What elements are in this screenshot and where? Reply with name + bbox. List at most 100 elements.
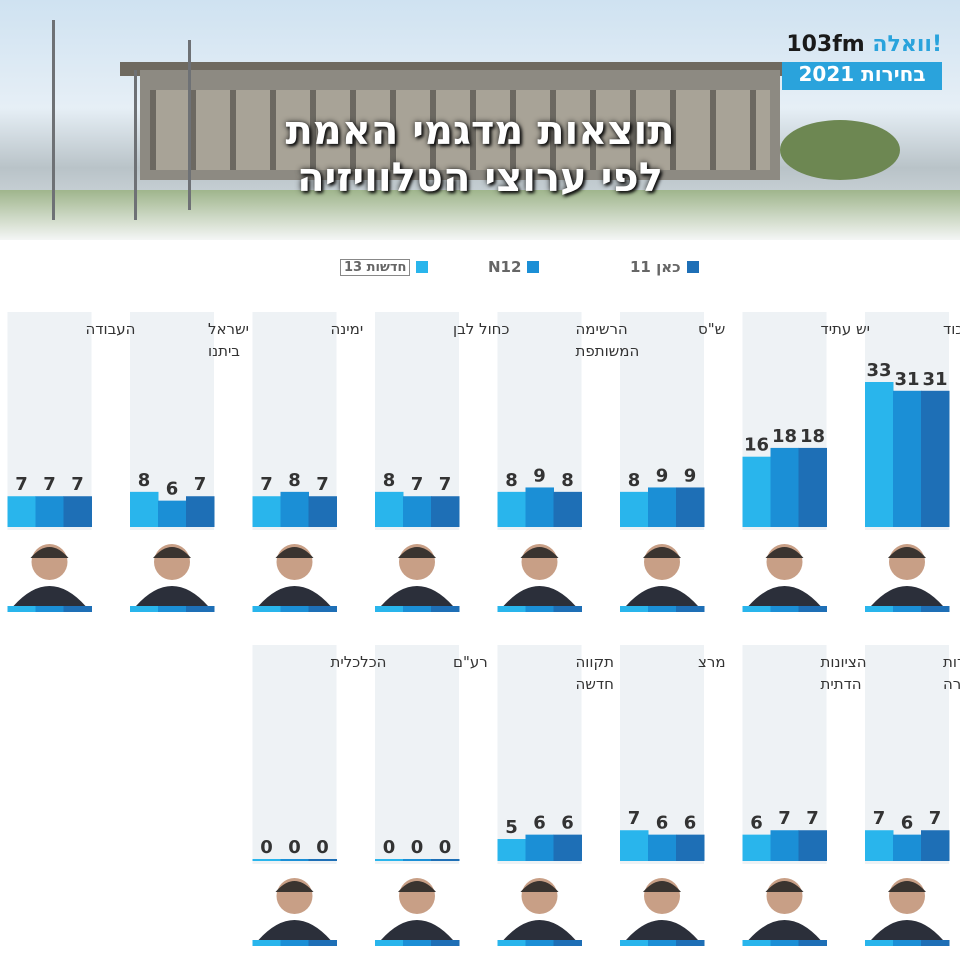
candidate-hair (643, 547, 681, 558)
candidate-body (381, 920, 453, 940)
strip-segment (676, 940, 705, 946)
data-label: 9 (656, 465, 669, 486)
party-name: הרשימה (576, 320, 628, 338)
legend-label: N12 (488, 258, 522, 276)
bar (252, 859, 281, 861)
party-name: התורה (943, 675, 960, 693)
bar (893, 834, 922, 861)
data-label: 0 (383, 837, 396, 858)
data-label: 7 (628, 808, 641, 829)
bar (676, 487, 705, 527)
data-label: 18 (800, 426, 825, 447)
bar (648, 487, 677, 527)
lamp-pole (52, 20, 55, 220)
strip-segment (375, 606, 404, 612)
data-label: 7 (71, 474, 84, 495)
legend-label: חדשות 13 (340, 258, 411, 276)
bar (403, 859, 432, 861)
data-label: 0 (411, 837, 424, 858)
bar (798, 830, 827, 861)
data-label: 7 (929, 808, 942, 829)
lamp-pole (134, 70, 137, 220)
bar (620, 491, 649, 527)
bar (158, 500, 187, 527)
data-label: 31 (922, 369, 947, 390)
legend-item-channel-13: חדשות 13 (340, 255, 429, 279)
bar (375, 491, 404, 527)
bar (280, 859, 309, 861)
lawn (0, 190, 960, 240)
candidate-body (503, 586, 576, 606)
strip-segment (742, 940, 771, 946)
strip-segment (308, 606, 337, 612)
data-label: 0 (288, 837, 301, 858)
party-name: תקווה (576, 653, 614, 671)
legend-swatch (686, 261, 699, 273)
strip-segment (893, 606, 922, 612)
strip-segment (525, 940, 554, 946)
data-label: 7 (778, 808, 791, 829)
strip-segment (553, 606, 582, 612)
strip-segment (525, 606, 554, 612)
data-label: 33 (866, 360, 891, 381)
data-label: 0 (260, 837, 273, 858)
strip-segment (742, 606, 771, 612)
data-label: 6 (750, 813, 763, 834)
candidate-body (13, 586, 86, 606)
candidate-body (258, 586, 331, 606)
bar (497, 839, 526, 861)
knesset-columns (150, 90, 770, 170)
candidate-hair (275, 547, 314, 558)
party-name: המשותפת (576, 342, 640, 360)
candidate-hair (398, 547, 436, 558)
station-name: 103fm (786, 32, 865, 57)
bar (770, 830, 799, 861)
strip-segment (375, 940, 404, 946)
party-name: ש"ס (698, 320, 725, 338)
legend-swatch (416, 261, 429, 273)
candidate-hair (888, 547, 926, 558)
strip-segment (921, 940, 950, 946)
strip-segment (252, 606, 281, 612)
data-label: 8 (383, 470, 396, 491)
party-name: ימינה (331, 320, 364, 338)
bar (431, 496, 460, 527)
bar (403, 496, 432, 527)
header-banner: תוצאות מדגמי האמת לפי ערוצי הטלוויזיה 10… (0, 0, 960, 240)
strip-segment (798, 606, 827, 612)
strip-segment (158, 606, 187, 612)
party-name: יהדות (943, 653, 960, 671)
candidate-body (748, 586, 821, 606)
party-name: מרצ (698, 653, 726, 671)
strip-segment (620, 606, 649, 612)
strip-segment (648, 606, 677, 612)
party-name: ישראל (208, 320, 249, 338)
strip-segment (431, 606, 460, 612)
bar (525, 487, 554, 527)
strip-segment (252, 940, 281, 946)
data-label: 31 (894, 369, 919, 390)
candidate-hair (765, 547, 804, 558)
data-label: 8 (561, 470, 574, 491)
tree (780, 120, 900, 180)
strip-segment (403, 940, 432, 946)
bar (921, 390, 950, 527)
bar (798, 447, 827, 527)
bar (553, 834, 582, 861)
legend: חדשות 13 N12 כאן 11 (340, 255, 720, 279)
data-label: 7 (873, 808, 886, 829)
strip-segment (497, 940, 526, 946)
brand-name: וואלה! (872, 32, 942, 57)
data-label: 7 (260, 474, 273, 495)
bar (308, 496, 337, 527)
candidate-hair (643, 881, 681, 892)
strip-segment (63, 606, 92, 612)
title-line-2: לפי ערוצי הטלוויזיה (297, 155, 663, 201)
data-label: 0 (439, 837, 452, 858)
candidate-body (626, 586, 698, 606)
